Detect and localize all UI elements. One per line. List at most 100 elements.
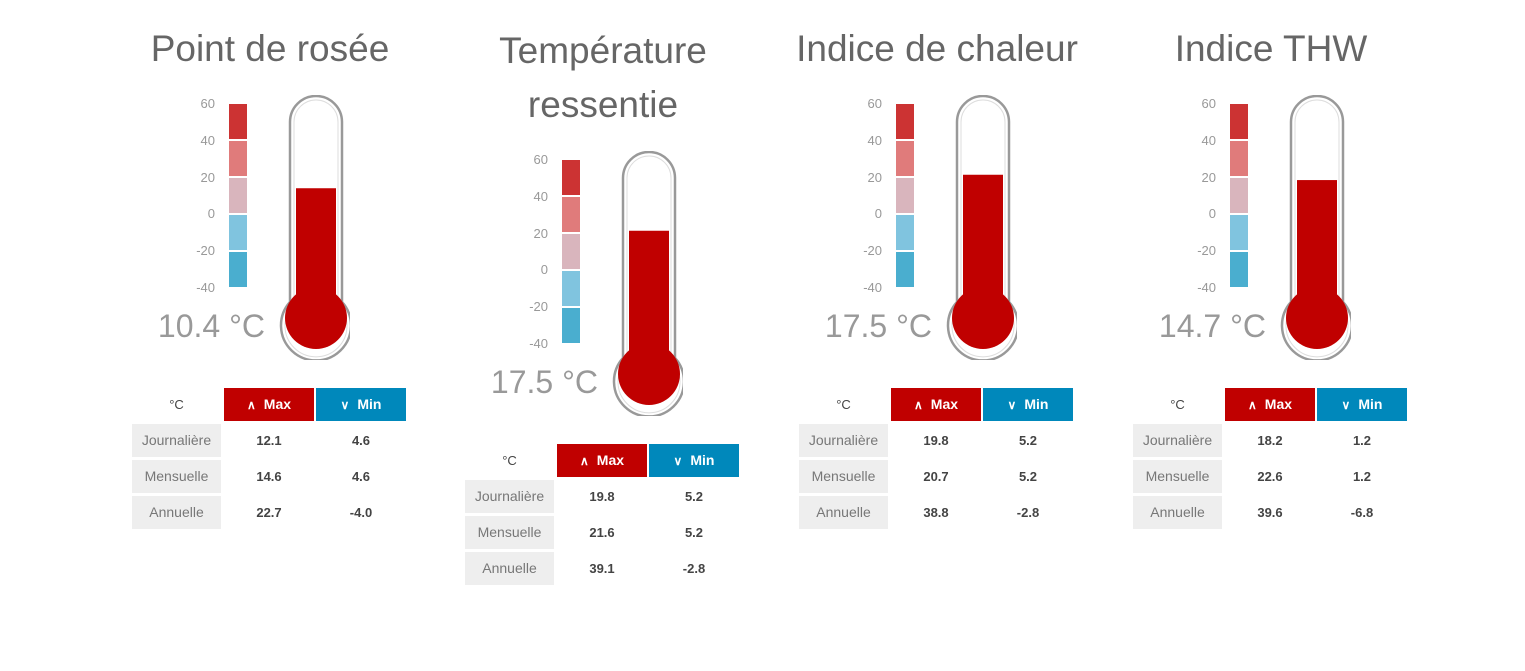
- scale-tick-label: -20: [529, 299, 548, 315]
- max-value: 12.1: [256, 433, 282, 448]
- min-header[interactable]: ∨ Min: [316, 388, 406, 421]
- thermometer-icon: [1280, 95, 1351, 360]
- scale-tick-label: -40: [196, 280, 215, 295]
- temperature-widget: Point de rosée 60 40 20 0 -20 -40 10.4 °C °C ∧…: [130, 28, 420, 615]
- scale-color-segment: [896, 252, 914, 287]
- min-value: 1.2: [1352, 433, 1372, 448]
- max-header[interactable]: ∧ Max: [557, 444, 647, 477]
- min-header[interactable]: ∨ Min: [1317, 388, 1407, 421]
- row-label: Mensuelle: [465, 516, 554, 549]
- thermometer-bulb: [618, 343, 680, 405]
- max-value: 38.8: [923, 505, 949, 520]
- scale-tick-label: 40: [533, 188, 548, 204]
- row-label: Mensuelle: [132, 460, 221, 493]
- min-header-label: Min: [1024, 396, 1049, 412]
- scale-color-segment: [1230, 178, 1248, 213]
- scale-color-segment: [562, 271, 580, 306]
- scale-tick-label: 40: [1201, 132, 1216, 148]
- scale-tick-label: 20: [200, 169, 215, 185]
- scale-tick-label: -40: [529, 336, 548, 351]
- row-label: Annuelle: [1133, 496, 1222, 529]
- min-value: 4.6: [351, 469, 371, 484]
- thermometer-bulb: [285, 287, 347, 349]
- row-label: Annuelle: [799, 496, 888, 529]
- thermometer-icon: [612, 151, 683, 416]
- unit-header: °C: [1170, 397, 1185, 412]
- max-value: 19.8: [923, 433, 949, 448]
- scale-tick-label: -40: [863, 280, 882, 295]
- chevron-up-icon: ∧: [246, 398, 256, 412]
- chevron-down-icon: ∨: [673, 454, 683, 468]
- widget-title: Point de rosée: [150, 28, 390, 69]
- min-value: 5.2: [1018, 433, 1038, 448]
- widget-title: Indice de chaleur: [796, 28, 1078, 69]
- chevron-down-icon: ∨: [340, 398, 350, 412]
- scale-color-segment: [229, 178, 247, 213]
- temperature-widget: Température ressentie 60 40 20 0 -20 -40 17.5 …: [463, 30, 753, 671]
- chevron-up-icon: ∧: [913, 398, 923, 412]
- current-value: 14.7 °C: [1158, 308, 1266, 344]
- scale-color-segment: [896, 104, 914, 139]
- unit-header: °C: [502, 453, 517, 468]
- scale-tick-label: 0: [1208, 206, 1216, 222]
- widget-title: Indice THW: [1174, 28, 1368, 69]
- max-header-label: Max: [930, 396, 959, 412]
- max-value: 39.1: [589, 561, 615, 576]
- scale-tick-label: 40: [867, 132, 882, 148]
- temperature-widget: Indice de chaleur 60 40 20 0 -20 -40 17.5 °C °…: [796, 28, 1087, 615]
- scale-tick-label: -20: [863, 243, 882, 259]
- widget-title: Température ressentie: [499, 30, 707, 125]
- row-label: Annuelle: [132, 496, 221, 529]
- current-value: 17.5 °C: [824, 308, 932, 344]
- min-header-label: Min: [1358, 396, 1383, 412]
- max-header[interactable]: ∧ Max: [224, 388, 314, 421]
- row-label: Journalière: [1133, 424, 1222, 457]
- current-value: 10.4 °C: [157, 308, 265, 344]
- unit-header: °C: [836, 397, 851, 412]
- row-label: Annuelle: [465, 552, 554, 585]
- min-value: 5.2: [1018, 469, 1038, 484]
- min-value: 4.6: [351, 433, 371, 448]
- min-header[interactable]: ∨ Min: [983, 388, 1073, 421]
- min-value: 5.2: [684, 525, 704, 540]
- max-value: 18.2: [1257, 433, 1283, 448]
- row-label: Journalière: [465, 480, 554, 513]
- scale-tick-label: 60: [867, 96, 882, 111]
- scale-color-segment: [1230, 141, 1248, 176]
- chevron-up-icon: ∧: [1247, 398, 1257, 412]
- thermometer-bulb: [1286, 287, 1348, 349]
- scale-color-segment: [562, 234, 580, 269]
- scale-tick-label: 60: [1201, 96, 1216, 111]
- scale-color-segment: [1230, 104, 1248, 139]
- min-header-label: Min: [690, 452, 715, 468]
- min-value: 5.2: [684, 489, 704, 504]
- min-header[interactable]: ∨ Min: [649, 444, 739, 477]
- thermometer-icon: [279, 95, 350, 360]
- scale-tick-label: 60: [533, 152, 548, 167]
- max-value: 22.7: [256, 505, 282, 520]
- max-value: 14.6: [256, 469, 282, 484]
- scale-tick-label: 0: [540, 262, 548, 278]
- scale-color-segment: [562, 197, 580, 232]
- temperature-widget: Indice THW 60 40 20 0 -20 -40 14.7 °C °C ∧ Max …: [1131, 28, 1421, 615]
- max-value: 19.8: [589, 489, 615, 504]
- max-header[interactable]: ∧ Max: [891, 388, 981, 421]
- min-value: -4.0: [349, 505, 373, 520]
- scale-tick-label: 20: [867, 169, 882, 185]
- scale-color-segment: [562, 160, 580, 195]
- max-header[interactable]: ∧ Max: [1225, 388, 1315, 421]
- chevron-down-icon: ∨: [1341, 398, 1351, 412]
- scale-tick-label: -40: [1197, 280, 1216, 295]
- thermometer-icon: [946, 95, 1017, 360]
- row-label: Mensuelle: [1133, 460, 1222, 493]
- scale-color-segment: [1230, 252, 1248, 287]
- scale-color-segment: [896, 178, 914, 213]
- scale-color-segment: [229, 141, 247, 176]
- current-value: 17.5 °C: [490, 364, 598, 400]
- scale-tick-label: 0: [207, 206, 215, 222]
- max-value: 21.6: [589, 525, 615, 540]
- scale-color-segment: [1230, 215, 1248, 250]
- scale-tick-label: -20: [196, 243, 215, 259]
- min-header-label: Min: [357, 396, 382, 412]
- max-header-label: Max: [263, 396, 292, 412]
